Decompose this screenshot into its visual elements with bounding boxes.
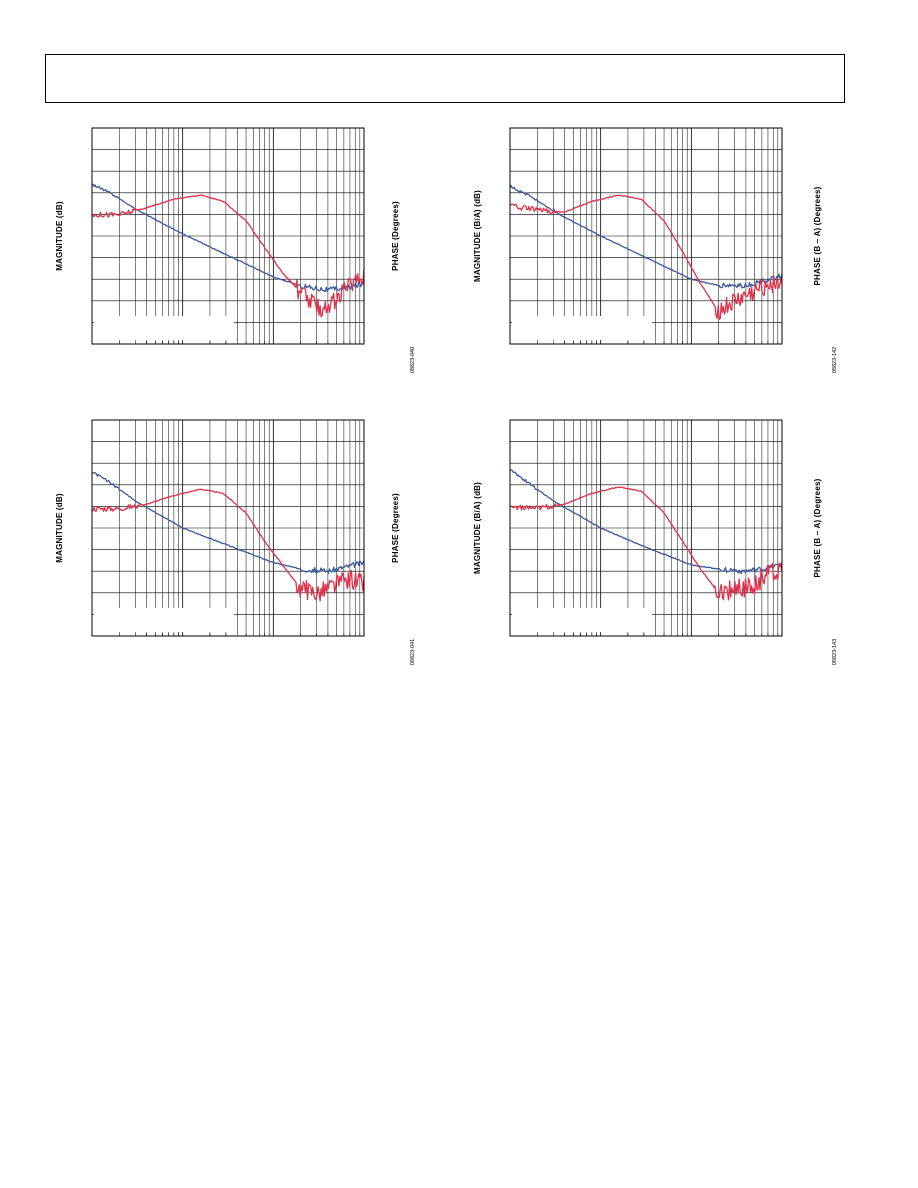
grid xyxy=(92,420,364,636)
legend-box xyxy=(94,608,234,632)
plot-frame xyxy=(509,419,783,637)
legend-box xyxy=(512,608,652,632)
plot-frame xyxy=(91,127,365,345)
plot-frame xyxy=(509,127,783,345)
y2-axis-label: PHASE (B – A) (Degrees) xyxy=(813,186,822,285)
series-phase-line xyxy=(510,194,783,321)
chart-svg: MAGNITUDE (dB) PHASE (Degrees) 08823-040 xyxy=(55,127,416,373)
series-phase-line xyxy=(91,194,365,318)
figure-id: 08823-143 xyxy=(832,639,838,665)
y-axis-label: MAGNITUDE (B/A) (dB) xyxy=(473,190,482,282)
series-magnitude-line xyxy=(509,184,783,289)
grid xyxy=(510,420,782,636)
y2-axis-label: PHASE (Degrees) xyxy=(391,493,400,563)
plot-frame xyxy=(91,419,365,637)
legend-box xyxy=(512,316,652,340)
chart-panel-3: MAGNITUDE (dB) PHASE (Degrees) 08823-041 xyxy=(50,412,430,672)
grid xyxy=(510,128,782,344)
series-magnitude-line xyxy=(91,471,365,575)
series-phase-line xyxy=(91,488,365,602)
y-axis-label: MAGNITUDE (dB) xyxy=(55,493,64,563)
figure-id: 08823-142 xyxy=(832,347,838,373)
y-axis-label: MAGNITUDE (B/A) (dB) xyxy=(473,482,482,574)
y2-axis-label: PHASE (B – A) (Degrees) xyxy=(813,478,822,577)
figure-id: 08823-040 xyxy=(410,347,416,373)
series-magnitude-line xyxy=(509,469,783,575)
chart-svg: MAGNITUDE (dB) PHASE (Degrees) 08823-041 xyxy=(55,419,416,665)
y-axis-label: MAGNITUDE (dB) xyxy=(55,201,64,271)
chart-svg: MAGNITUDE (B/A) (dB) PHASE (B – A) (Degre… xyxy=(473,127,838,373)
chart-svg: MAGNITUDE (B/A) (dB) PHASE (B – A) (Degre… xyxy=(473,419,838,665)
series-magnitude-line xyxy=(91,183,365,293)
page-header-box xyxy=(45,54,845,103)
series-phase-line xyxy=(509,486,783,601)
y2-axis-label: PHASE (Degrees) xyxy=(391,201,400,271)
legend-box xyxy=(94,316,234,340)
chart-panel-4: MAGNITUDE (B/A) (dB) PHASE (B – A) (Degre… xyxy=(468,412,848,672)
chart-panel-2: MAGNITUDE (B/A) (dB) PHASE (B – A) (Degre… xyxy=(468,120,848,380)
chart-panel-1: MAGNITUDE (dB) PHASE (Degrees) 08823-040 xyxy=(50,120,430,380)
figure-id: 08823-041 xyxy=(410,639,416,665)
